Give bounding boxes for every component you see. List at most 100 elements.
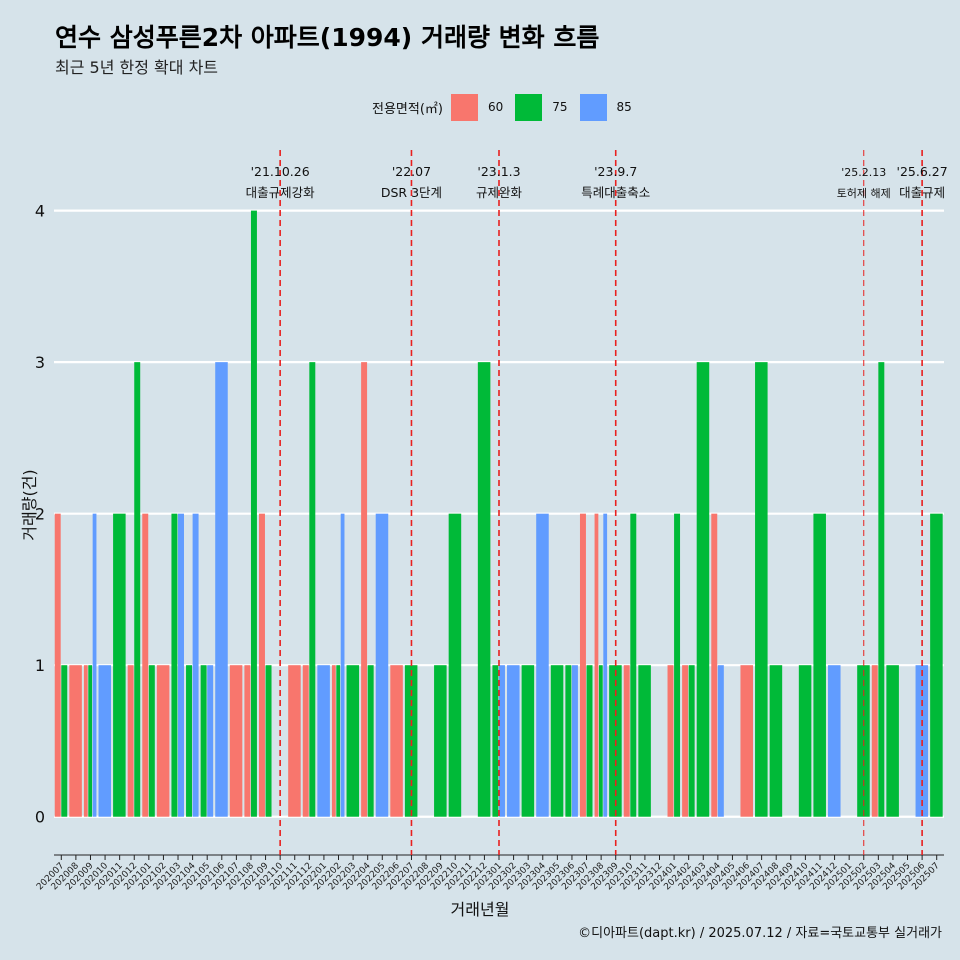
annotation-date-3: '23.9.7 xyxy=(594,164,637,179)
bar-202308-85 xyxy=(603,513,608,817)
bar-202007-60 xyxy=(54,513,61,817)
bar-202109-60 xyxy=(258,513,265,817)
bar-202306-85 xyxy=(571,665,578,817)
bar-202503-60 xyxy=(871,665,878,817)
annotation-label-1: DSR 3단계 xyxy=(381,185,442,200)
bar-202504-75 xyxy=(886,665,899,817)
annotation-date-1: '22.07 xyxy=(392,164,431,179)
bar-202210-75 xyxy=(448,513,462,817)
bar-202401-60 xyxy=(667,665,674,817)
annotation-label-3: 특례대출축소 xyxy=(581,185,650,200)
bar-202403-75 xyxy=(696,362,710,817)
annotation-label-4: 토허제 해제 xyxy=(837,186,891,200)
bar-202307-60 xyxy=(579,513,586,817)
bar-202012-60 xyxy=(127,665,134,817)
bar-202107-60 xyxy=(229,665,243,817)
bar-202310-75 xyxy=(630,513,637,817)
bar-202008-60 xyxy=(69,665,82,817)
bar-202104-85 xyxy=(192,513,199,817)
bar-202009-60 xyxy=(83,665,88,817)
bar-202111-60 xyxy=(288,665,301,817)
bar-202301-75 xyxy=(492,665,499,817)
bar-202109-75 xyxy=(265,665,272,817)
legend-item-75: 75 xyxy=(515,93,568,121)
bar-202311-75 xyxy=(638,665,651,817)
bar-202302-85 xyxy=(507,665,520,817)
bar-202203-75 xyxy=(346,665,360,817)
bar-202103-85 xyxy=(178,513,184,817)
bar-202007-75 xyxy=(61,665,68,817)
annotation-label-2: 규제완화 xyxy=(476,185,523,200)
bar-202307-75 xyxy=(586,665,593,817)
bar-202009-85 xyxy=(92,513,97,817)
bar-202306-75 xyxy=(565,665,572,817)
bar-202112-75 xyxy=(309,362,316,817)
bar-202406-60 xyxy=(740,665,753,817)
bar-202201-85 xyxy=(317,665,330,817)
bar-202012-75 xyxy=(134,362,141,817)
legend-swatch-85 xyxy=(579,93,607,121)
legend: 전용면적(㎡) 60 75 85 xyxy=(372,93,644,121)
bar-202202-75 xyxy=(336,665,341,817)
bar-202009-75 xyxy=(88,665,93,817)
bar-202308-75 xyxy=(598,665,603,817)
bar-202402-60 xyxy=(682,665,689,817)
bar-202202-60 xyxy=(331,665,336,817)
bar-202407-75 xyxy=(755,362,768,817)
bar-202301-85 xyxy=(499,665,505,817)
legend-title: 전용면적(㎡) xyxy=(372,101,443,117)
bar-202103-75 xyxy=(171,513,178,817)
bar-202402-75 xyxy=(688,665,695,817)
legend-item-60: 60 xyxy=(450,93,504,121)
bar-202310-60 xyxy=(623,665,630,817)
bar-202209-75 xyxy=(434,665,447,817)
y-tick-label-0: 0 xyxy=(35,808,45,827)
bar-202411-75 xyxy=(813,513,826,817)
bar-202011-75 xyxy=(113,513,126,817)
bar-202102-60 xyxy=(156,665,170,817)
bar-202503-75 xyxy=(878,362,885,817)
y-axis-label: 거래량(건) xyxy=(20,469,39,541)
annotation-date-0: '21.10.26 xyxy=(251,164,310,179)
bar-202305-75 xyxy=(550,665,564,817)
legend-label-85: 85 xyxy=(616,100,632,114)
y-tick-label-1: 1 xyxy=(35,656,45,675)
bar-202404-60 xyxy=(711,513,718,817)
bar-202410-75 xyxy=(798,665,812,817)
y-tick-label-4: 4 xyxy=(35,202,45,221)
legend-swatch-60 xyxy=(450,93,478,121)
legend-swatch-75 xyxy=(515,93,543,121)
bar-202108-60 xyxy=(244,665,251,817)
bar-202204-75 xyxy=(367,665,374,817)
bar-202105-85 xyxy=(207,665,214,817)
chart-title: 연수 삼성푸른2차 아파트(1994) 거래량 변화 흐름 xyxy=(55,23,600,52)
bar-202104-75 xyxy=(186,665,193,817)
bar-202112-60 xyxy=(302,665,309,817)
x-axis-label: 거래년월 xyxy=(450,900,510,919)
chart-subtitle: 최근 5년 한정 확대 차트 xyxy=(55,58,219,77)
bar-202303-75 xyxy=(521,665,535,817)
bar-202408-75 xyxy=(769,665,783,817)
bar-202101-75 xyxy=(148,665,155,817)
annotation-label-0: 대출규제강화 xyxy=(246,185,316,200)
bar-202401-75 xyxy=(674,513,681,817)
bar-202404-85 xyxy=(717,665,724,817)
annotation-date-4: '25.2.13 xyxy=(841,166,886,179)
bar-202204-60 xyxy=(361,362,368,817)
annotation-date-5: '25.6.27 xyxy=(897,164,948,179)
bar-202101-60 xyxy=(142,513,149,817)
annotation-label-5: 대출규제 xyxy=(899,185,945,200)
bar-202304-85 xyxy=(536,513,549,817)
bar-202412-85 xyxy=(828,665,841,817)
legend-label-60: 60 xyxy=(487,100,504,114)
legend-item-85: 85 xyxy=(579,93,632,121)
bar-202106-85 xyxy=(215,362,228,817)
bar-202105-75 xyxy=(200,665,207,817)
legend-label-75: 75 xyxy=(552,100,568,114)
y-tick-label-2: 2 xyxy=(35,505,45,524)
annotation-date-2: '23.1.3 xyxy=(477,164,520,179)
source-caption: ©디아파트(dapt.kr) / 2025.07.12 / 자료=국토교통부 실… xyxy=(578,926,942,941)
bar-202212-75 xyxy=(477,362,491,817)
bar-202108-75 xyxy=(250,210,257,817)
